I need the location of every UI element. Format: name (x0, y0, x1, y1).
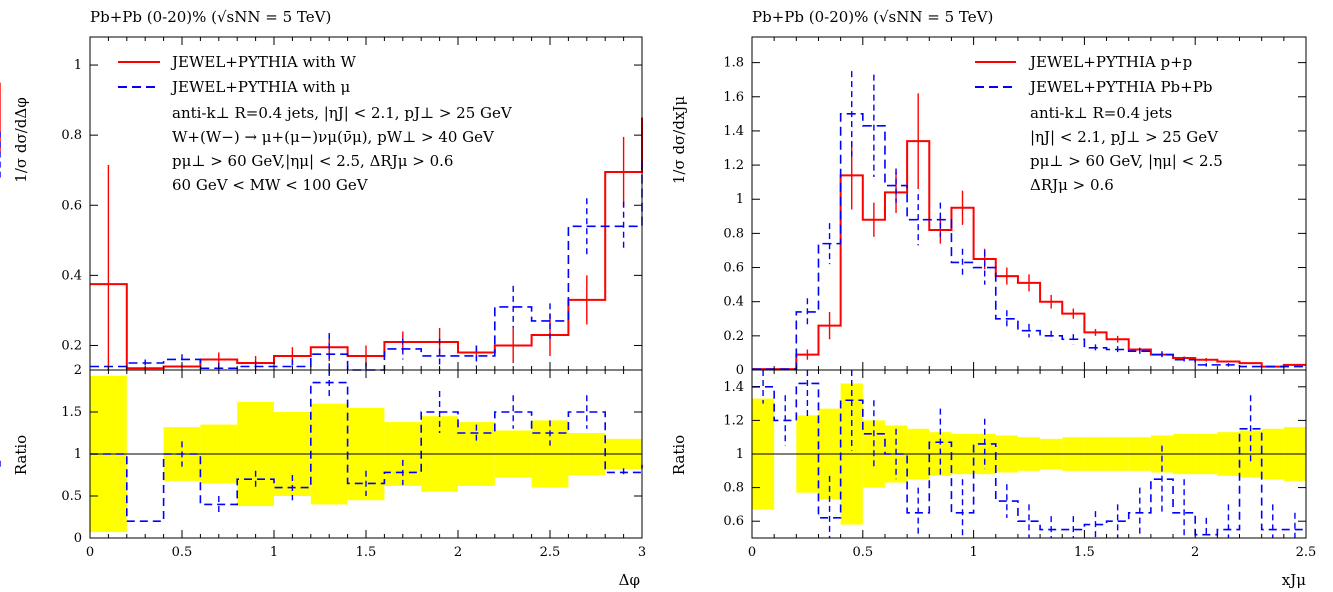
x-tick-label: 2 (1191, 545, 1199, 560)
left-x-axis-label: Δφ (619, 571, 640, 589)
y-tick-label: 1 (736, 192, 744, 207)
y-tick-label: 0.2 (723, 329, 744, 344)
series-line-blue (752, 113, 1306, 370)
y-tick-label: 0.8 (61, 128, 82, 143)
right-annotation-1: anti-k⊥ R=0.4 jets (1030, 104, 1172, 122)
ratio-y-tick-label: 1 (736, 447, 744, 462)
y-tick-label: 1.6 (723, 90, 744, 105)
left-ticks: 0 0.5 1 1.5 2 2.5 3 0.2 0.4 0.6 0.8 1 0 0.5 1 1.5 2 (61, 37, 646, 560)
y-tick-label: 1 (74, 58, 82, 73)
x-tick-label: 2 (454, 545, 462, 560)
left-chart: Pb+Pb (0-20)% (√sNN = 5 TeV) 0 0.5 1 1.5 2 2.… (0, 8, 646, 589)
y-tick-label: 0.4 (61, 268, 82, 283)
left-y-axis-label: 1/σ dσ/dΔφ (12, 97, 30, 182)
left-legend-entry-1: JEWEL+PYTHIA with W (170, 53, 357, 71)
left-annotation-2: W+(W−) → μ+(μ−)νμ(ν̄μ), pW⊥ > 40 GeV (172, 128, 495, 146)
right-ratio-panel (751, 369, 1307, 539)
ratio-y-tick-label: 2 (74, 363, 82, 378)
x-tick-label: 1 (969, 545, 977, 560)
right-x-axis-label: xJμ (1282, 571, 1306, 589)
ratio-y-tick-label: 0.5 (61, 489, 82, 504)
ratio-y-tick-label: 1.5 (61, 405, 82, 420)
left-legend-entry-2: JEWEL+PYTHIA with μ (170, 78, 351, 96)
ratio-y-tick-label: 0 (74, 531, 82, 546)
ratio-series-line (752, 382, 1306, 536)
x-tick-label: 0 (748, 545, 756, 560)
x-tick-label: 0.5 (852, 545, 873, 560)
left-main-marks (0, 82, 643, 371)
right-legend-entry-2: JEWEL+PYTHIA Pb+Pb (1028, 78, 1212, 96)
y-tick-label: 1.4 (723, 124, 744, 139)
right-legend: JEWEL+PYTHIA p+p JEWEL+PYTHIA Pb+Pb anti… (975, 53, 1223, 194)
left-annotation-4: 60 GeV < MW < 100 GeV (172, 176, 369, 194)
y-tick-label: 1.2 (723, 158, 744, 173)
y-tick-label: 0.4 (723, 295, 744, 310)
right-main-marks (752, 71, 1306, 371)
right-chart-title: Pb+Pb (0-20)% (√sNN = 5 TeV) (752, 8, 993, 26)
left-ratio-panel (0, 369, 643, 539)
x-tick-label: 1.5 (1074, 545, 1095, 560)
left-annotation-3: pμ⊥ > 60 GeV,|ημ| < 2.5, ΔRJμ > 0.6 (172, 152, 453, 170)
ratio-y-tick-label: 1.4 (723, 380, 744, 395)
right-legend-entry-1: JEWEL+PYTHIA p+p (1028, 53, 1192, 71)
x-tick-label: 0.5 (172, 545, 193, 560)
y-tick-label: 0.6 (723, 261, 744, 276)
ratio-y-tick-label: 1.2 (723, 413, 744, 428)
right-annotation-3: pμ⊥ > 60 GeV, |ημ| < 2.5 (1030, 152, 1223, 170)
y-tick-label: 0 (736, 363, 744, 378)
x-tick-label: 1 (270, 545, 278, 560)
left-legend: JEWEL+PYTHIA with W JEWEL+PYTHIA with μ … (118, 53, 513, 194)
ratio-y-tick-label: 0.6 (723, 514, 744, 529)
left-chart-title: Pb+Pb (0-20)% (√sNN = 5 TeV) (90, 8, 331, 26)
left-annotation-1: anti-k⊥ R=0.4 jets, |ηJ| < 2.1, pJ⊥ > 25… (172, 104, 513, 122)
right-ticks: 0 0.5 1 1.5 2 2.5 0 0.2 0.4 0.6 0.8 1 1.2 1.4 1.6 1.8 0.… (723, 37, 1316, 560)
right-annotation-4: ΔRJμ > 0.6 (1030, 176, 1114, 194)
left-ratio-axis-label: Ratio (12, 435, 30, 475)
right-main-panel (751, 36, 1307, 371)
right-y-axis-label: 1/σ dσ/dxJμ (670, 96, 688, 185)
x-tick-label: 0 (86, 545, 94, 560)
right-chart: Pb+Pb (0-20)% (√sNN = 5 TeV) 0 0.5 1 1.5 2 2.… (670, 8, 1316, 589)
ratio-y-tick-label: 0.8 (723, 481, 744, 496)
ratio-y-tick-label: 1 (74, 447, 82, 462)
x-tick-label: 1.5 (356, 545, 377, 560)
y-tick-label: 0.6 (61, 198, 82, 213)
y-tick-label: 1.8 (723, 56, 744, 71)
right-annotation-2: |ηJ| < 2.1, pJ⊥ > 25 GeV (1030, 128, 1219, 146)
y-tick-label: 0.8 (723, 226, 744, 241)
right-ratio-axis-label: Ratio (670, 435, 688, 475)
y-tick-label: 0.2 (61, 338, 82, 353)
right-main-frame (751, 36, 1307, 371)
ratio-series-line (90, 381, 643, 522)
x-tick-label: 2.5 (1296, 545, 1317, 560)
series-line-red (752, 140, 1306, 371)
right-ratio-marks (752, 370, 1306, 538)
x-tick-label: 2.5 (540, 545, 561, 560)
left-ratio-marks (0, 370, 643, 533)
x-tick-label: 3 (638, 545, 646, 560)
